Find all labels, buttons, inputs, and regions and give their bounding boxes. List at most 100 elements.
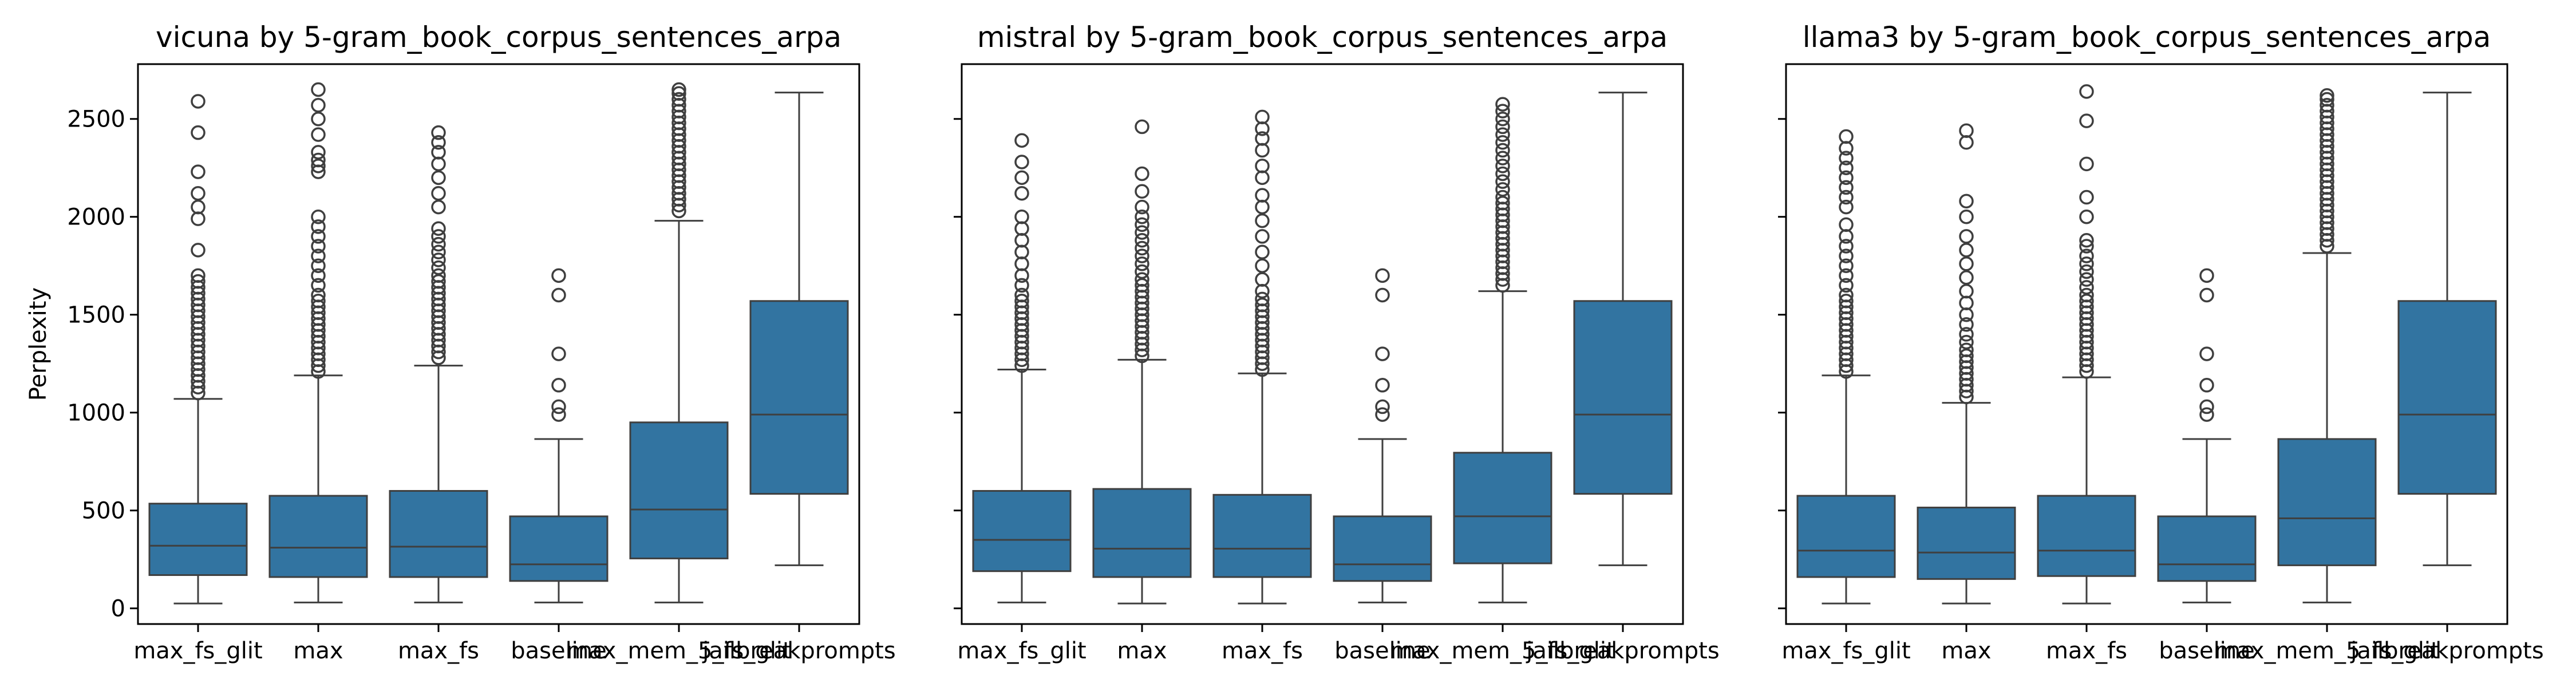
flier-point: [2079, 248, 2094, 263]
box-body: [509, 515, 609, 582]
flier-point: [1014, 155, 1029, 169]
flier-point: [1255, 131, 1270, 146]
flier-point: [671, 92, 686, 107]
flier-point: [431, 221, 446, 236]
flier-point: [1959, 229, 1974, 244]
flier-point: [1135, 240, 1149, 256]
flier-point: [1495, 135, 1510, 150]
flier-point: [1959, 327, 1974, 342]
flier-point: [1135, 217, 1149, 232]
flier-point: [1135, 248, 1149, 263]
flier-point: [1255, 213, 1270, 228]
flier-point: [431, 229, 446, 244]
flier-point: [311, 98, 326, 113]
x-tick-label: jailbreakprompts: [702, 638, 895, 664]
flier-point: [311, 268, 326, 283]
x-tick-label: max: [293, 638, 343, 664]
flier-point: [1255, 291, 1270, 307]
flier-point: [191, 274, 206, 289]
flier-point: [1375, 378, 1390, 393]
box-body: [972, 489, 1072, 572]
y-tick-label: 2000: [67, 204, 125, 231]
flier-point: [311, 294, 326, 309]
flier-point: [1495, 189, 1510, 205]
flier-point: [191, 94, 206, 109]
flier-point: [1375, 268, 1390, 283]
flier-point: [1135, 119, 1149, 135]
panel-title: llama3 by 5-gram_book_corpus_sentences_a…: [1803, 21, 2491, 54]
flier-point: [431, 185, 446, 201]
flier-point: [1495, 111, 1510, 127]
flier-point: [1959, 135, 1974, 150]
flier-point: [311, 111, 326, 127]
flier-point: [1839, 217, 1854, 232]
flier-point: [1135, 225, 1149, 240]
flier-point: [1959, 270, 1974, 285]
flier-point: [311, 248, 326, 263]
x-tick-label: max_fs: [398, 638, 479, 664]
flier-point: [2320, 88, 2334, 103]
flier-point: [191, 268, 206, 283]
y-tick-label: 1000: [67, 400, 125, 427]
flier-point: [2079, 256, 2094, 271]
flier-point: [311, 239, 326, 254]
flier-point: [1255, 229, 1270, 244]
flier-point: [1135, 272, 1149, 287]
box-baseline: [1333, 268, 1432, 603]
flier-point: [1135, 209, 1149, 224]
flier-point: [1839, 151, 1854, 165]
box-body: [148, 503, 248, 577]
x-tick-label: jailbreakprompts: [1526, 638, 1719, 664]
x-tick-label: max_mem_5_fs_glit: [1390, 638, 1615, 664]
box-max_fs: [2037, 84, 2136, 605]
flier-point: [1135, 166, 1149, 181]
box-max_fs_glit: [972, 133, 1072, 603]
box-body: [389, 489, 488, 578]
flier-point: [1495, 166, 1510, 181]
flier-point: [1135, 199, 1149, 215]
flier-point: [431, 145, 446, 160]
flier-point: [1014, 256, 1029, 271]
flier-point: [191, 185, 206, 201]
flier-point: [2199, 399, 2214, 414]
flier-point: [551, 346, 566, 361]
flier-point: [1959, 334, 1974, 350]
flier-point: [2320, 92, 2334, 107]
flier-point: [431, 252, 446, 267]
box-baseline: [509, 268, 609, 603]
flier-point: [1495, 182, 1510, 197]
flier-point: [551, 378, 566, 393]
flier-point: [311, 152, 326, 168]
flier-point: [1839, 199, 1854, 215]
box-jailbreakprompts: [749, 92, 849, 566]
box-max_fs: [389, 125, 488, 603]
box-body: [2397, 300, 2497, 495]
flier-point: [1495, 143, 1510, 158]
flier-point: [2079, 287, 2094, 303]
panel-title: mistral by 5-gram_book_corpus_sentences_…: [977, 21, 1668, 54]
box-jailbreakprompts: [1573, 92, 1673, 566]
flier-point: [1839, 258, 1854, 273]
flier-point: [1839, 287, 1854, 303]
box-max_fs_glit: [148, 94, 248, 605]
x-tick-label: max_fs: [2046, 638, 2127, 664]
x-tick-label: max: [1117, 638, 1167, 664]
flier-point: [1135, 233, 1149, 248]
flier-point: [1495, 196, 1510, 211]
flier-point: [1375, 287, 1390, 303]
flier-point: [431, 170, 446, 185]
x-tick-label: max: [1941, 638, 1991, 664]
flier-point: [1255, 272, 1270, 287]
flier-point: [1959, 123, 1974, 139]
flier-point: [2079, 189, 2094, 205]
flier-point: [1255, 159, 1270, 173]
flier-point: [431, 260, 446, 275]
box-body: [1092, 488, 1192, 578]
flier-point: [431, 244, 446, 260]
flier-point: [671, 86, 686, 101]
flier-point: [1255, 143, 1270, 158]
flier-point: [1839, 278, 1854, 293]
panel-3: llama3 by 5-gram_book_corpus_sentences_a…: [1778, 21, 2544, 664]
flier-point: [191, 164, 206, 179]
